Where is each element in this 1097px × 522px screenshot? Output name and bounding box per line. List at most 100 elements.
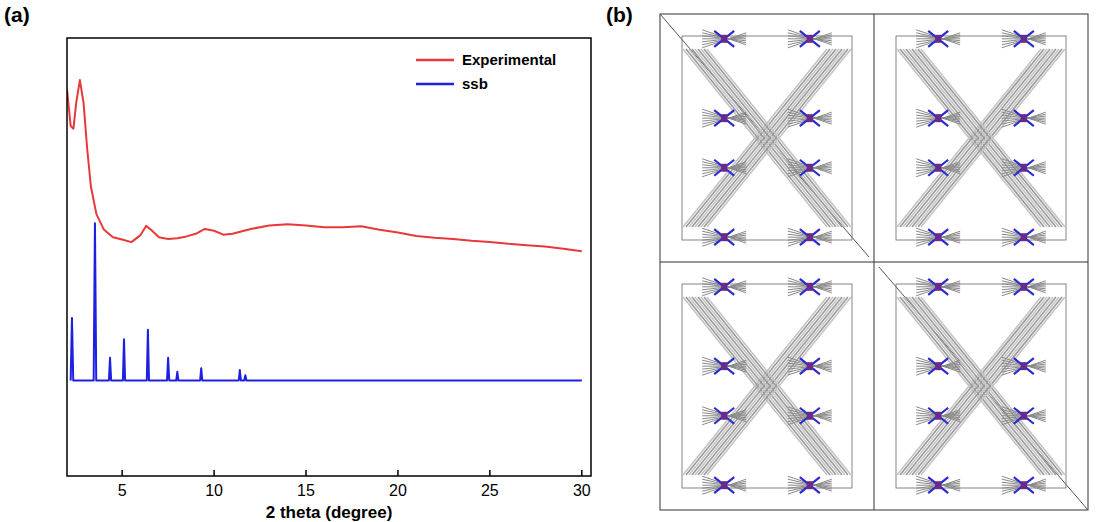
metal-node xyxy=(935,164,941,172)
ligand xyxy=(788,33,832,43)
n-atom xyxy=(928,358,948,374)
ligand xyxy=(916,231,960,246)
cell-box xyxy=(660,14,1088,510)
ligand xyxy=(788,357,832,372)
linker xyxy=(692,49,836,227)
linker xyxy=(692,49,836,227)
metal-node xyxy=(935,283,941,291)
n-atom xyxy=(1014,358,1034,374)
linker xyxy=(698,297,842,475)
x-tick xyxy=(305,470,307,476)
ligand xyxy=(788,479,832,489)
x-tick xyxy=(581,470,583,476)
ligand xyxy=(916,410,960,425)
linker xyxy=(915,49,1059,227)
linker xyxy=(921,297,1065,475)
metal-node xyxy=(935,35,941,43)
ligand xyxy=(788,159,832,174)
ligand xyxy=(1002,362,1046,372)
ligand xyxy=(788,360,832,370)
linker xyxy=(915,49,1059,227)
linker xyxy=(704,49,848,227)
metal-node xyxy=(721,481,727,489)
linker xyxy=(698,297,842,475)
ligand xyxy=(1002,357,1046,372)
linker xyxy=(900,297,1044,475)
ligand xyxy=(916,281,960,296)
legend-label: Experimental xyxy=(462,51,556,68)
n-atom xyxy=(800,358,820,374)
n-atom xyxy=(1014,229,1034,245)
linker xyxy=(897,297,1041,475)
ligand xyxy=(916,33,960,43)
linker xyxy=(906,49,1050,227)
linker xyxy=(695,297,839,475)
n-atom xyxy=(928,279,948,295)
ligand xyxy=(916,162,960,177)
ligand xyxy=(788,362,832,372)
linker xyxy=(900,297,1044,475)
ligand xyxy=(916,159,960,174)
ligand xyxy=(916,362,960,372)
ligand xyxy=(788,33,832,48)
ligand xyxy=(702,410,746,420)
n-atom xyxy=(714,358,734,374)
ligand xyxy=(1002,30,1046,45)
n-atom xyxy=(928,110,948,126)
n-atom xyxy=(928,160,948,176)
linker xyxy=(909,49,1053,227)
x-tick-label: 15 xyxy=(297,482,315,499)
ligand xyxy=(916,283,960,293)
n-atom xyxy=(714,408,734,424)
ligand xyxy=(1002,164,1046,174)
metal-node xyxy=(935,233,941,241)
ligand xyxy=(702,164,746,174)
ligand xyxy=(788,112,832,127)
n-atom xyxy=(1014,279,1034,295)
n-atom xyxy=(714,160,734,176)
ligand xyxy=(702,231,746,246)
ligand xyxy=(1002,283,1046,293)
structure-image xyxy=(660,14,1088,510)
n-atom xyxy=(800,477,820,493)
linker xyxy=(689,49,833,227)
n-atom xyxy=(800,160,820,176)
linker xyxy=(906,297,1050,475)
linker xyxy=(695,49,839,227)
ligand xyxy=(1002,278,1046,293)
metal-node xyxy=(807,412,813,420)
cell-inner xyxy=(896,36,1066,240)
linker xyxy=(897,297,1041,475)
ligand xyxy=(1002,109,1046,124)
metal-node xyxy=(807,362,813,370)
ligand xyxy=(702,35,746,45)
ligand xyxy=(788,231,832,246)
cell-edge xyxy=(660,262,1088,263)
n-atom xyxy=(1014,408,1034,424)
linker xyxy=(692,297,836,475)
ligand xyxy=(702,283,746,293)
n-atom xyxy=(714,279,734,295)
n-atom xyxy=(928,408,948,424)
linker xyxy=(918,49,1062,227)
cell-inner xyxy=(896,284,1066,488)
ligand xyxy=(702,360,746,375)
metal-node xyxy=(807,481,813,489)
ligand xyxy=(702,231,746,241)
n-atom xyxy=(1014,477,1034,493)
n-atom xyxy=(928,477,948,493)
linker xyxy=(692,297,836,475)
n-atom xyxy=(800,279,820,295)
linker xyxy=(912,49,1056,227)
ligand xyxy=(916,479,960,494)
linker xyxy=(912,49,1056,227)
metal-node xyxy=(1021,164,1027,172)
ligand xyxy=(1002,412,1046,422)
n-atom xyxy=(714,31,734,47)
n-atom xyxy=(714,477,734,493)
ligand xyxy=(1002,228,1046,243)
ligand xyxy=(788,281,832,296)
x-tick-label: 25 xyxy=(481,482,499,499)
ligand xyxy=(1002,112,1046,127)
figure: (a)510152025302 theta (degree)Experiment… xyxy=(0,0,1097,522)
